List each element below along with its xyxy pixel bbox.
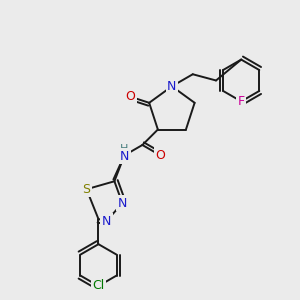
Text: H: H	[120, 144, 128, 154]
Text: N: N	[120, 150, 129, 163]
Text: N: N	[118, 197, 127, 210]
Text: O: O	[125, 90, 135, 103]
Text: N: N	[102, 214, 111, 228]
Text: S: S	[82, 183, 91, 196]
Text: N: N	[167, 80, 177, 93]
Text: Cl: Cl	[92, 280, 105, 292]
Text: O: O	[155, 149, 165, 162]
Text: F: F	[238, 95, 245, 108]
